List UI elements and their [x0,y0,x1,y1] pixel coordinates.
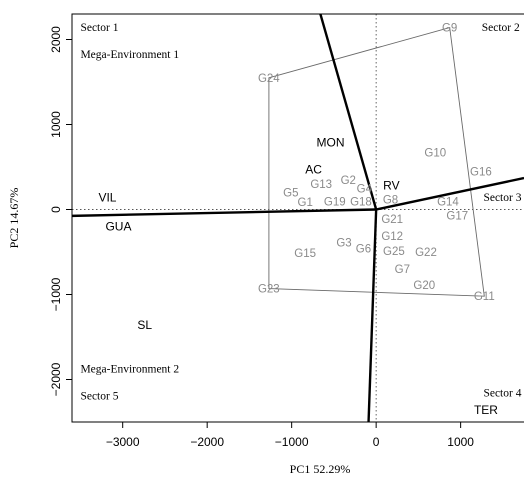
genotype-label: G4 [357,183,373,195]
genotype-label: G21 [381,214,403,226]
environment-label: TER [474,403,498,417]
sector-ray-3 [367,209,378,422]
sector-annotation: Sector 3 [483,192,521,204]
x-tick-label: −3000 [106,435,140,449]
genotype-label: G20 [413,280,435,292]
environment-label: MON [317,135,345,149]
y-tick-label: −2000 [49,362,63,396]
genotype-label: G8 [383,194,398,206]
plot-frame [71,13,524,423]
genotype-label: G14 [437,196,459,208]
genotype-label: G10 [424,148,446,160]
genotype-label: G16 [470,166,492,178]
genotype-label: G9 [442,23,457,35]
plot-area: G1 G2 G3 G4 G5 G6 G7 G8 G9 G10 G11 G12 G13 G14 G15 G16 G… [72,14,524,422]
genotype-label: G24 [258,73,280,85]
x-tick-label: −2000 [190,435,224,449]
genotype-label: G18 [350,196,372,208]
sector-annotation: Mega-Environment 2 [80,363,179,375]
y-tick-label: 0 [49,206,63,213]
environment-label: VIL [98,191,116,205]
sector-annotation: Sector 4 [483,387,521,399]
genotype-label: G11 [474,291,495,303]
x-tick-label: 1000 [447,435,474,449]
genotype-label: G23 [258,284,280,296]
sector-ray-4 [375,176,524,211]
sector-annotation: Sector 1 [80,22,118,34]
genotype-label: G3 [336,238,351,250]
sector-ray-2 [72,208,377,218]
convex-hull-polygon [268,27,485,297]
genotype-label: G13 [310,179,332,191]
genotype-label: G25 [383,246,405,258]
genotype-label: G22 [415,247,437,259]
genotype-label: G7 [395,264,410,276]
genotype-label: G12 [381,231,403,243]
x-axis-title: PC1 52.29% [290,462,351,476]
environment-label: GUA [105,220,131,234]
y-axis-title: PC2 14.67% [7,188,21,249]
x-tick-label: −1000 [275,435,309,449]
axes: −3000 −2000 −1000 0 1000 −2000 −1000 0 1000 2000 [49,13,524,449]
genotype-label: G6 [356,244,371,256]
x-tick-label: 0 [373,435,380,449]
y-tick-label: 2000 [49,26,63,53]
sector-annotation: Sector 5 [80,391,118,403]
genotype-label: G1 [298,197,313,209]
sector-annotation: Sector 2 [482,22,520,34]
genotype-label: G5 [283,188,298,200]
environment-label: AC [305,163,322,177]
y-tick-label: 1000 [49,111,63,138]
genotype-label: G2 [341,175,356,187]
y-tick-label: −1000 [49,277,63,311]
genotype-label: G15 [294,248,316,260]
sector-ray-1 [319,14,378,210]
sector-annotation: Mega-Environment 1 [80,49,179,61]
environment-label: SL [137,318,152,332]
genotype-label: G19 [324,196,346,208]
environment-label: RV [383,179,399,193]
genotype-label: G17 [446,210,468,222]
